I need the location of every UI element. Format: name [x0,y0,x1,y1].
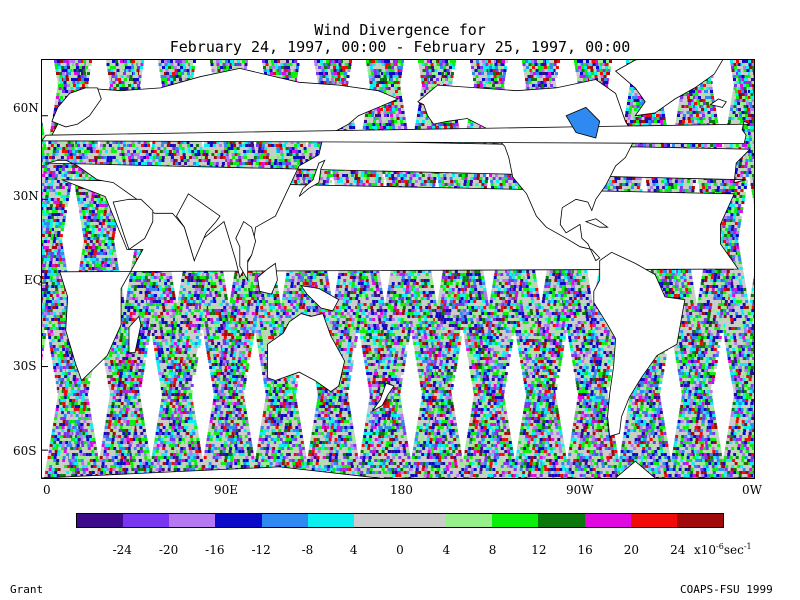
color-scale-tick-label: -24 [102,543,142,557]
land-caribbean-cuba [584,218,609,228]
world-map [42,60,754,478]
units-exponent-1: -6 [716,542,724,551]
land-indonesia-borneo [257,262,278,295]
color-scale-tick-label: 20 [611,543,651,557]
units-mid: sec [724,543,744,557]
color-swatch-9 [492,514,539,527]
lon-label-180: 180 [390,483,413,497]
units-label: x10-6sec-1 [694,539,752,558]
lat-label-30n: 30N [13,189,39,203]
color-scale-tick-label: 24 [658,543,698,557]
land-antarctica [42,460,754,478]
lon-label-0w: 0W [742,483,762,497]
institution-credit: COAPS-FSU 1999 [680,583,773,596]
color-scale-tick-label: 4 [334,543,374,557]
author-credit: Grant [10,583,43,596]
lon-label-90e: 90E [214,483,238,497]
land-australia [267,313,346,393]
land-masses [42,60,754,478]
color-swatch-13 [676,514,723,527]
land-uk [42,120,751,145]
land-new-zealand [371,382,395,412]
land-arabia [112,198,154,251]
color-scale-tick-label: -8 [287,543,327,557]
color-swatch-12 [630,514,677,527]
color-swatch-3 [215,514,262,527]
color-swatch-4 [261,514,308,527]
color-swatch-2 [169,514,216,527]
lat-label-60n: 60N [13,101,39,115]
land-india [176,193,221,262]
color-scale-tick-label: -20 [149,543,189,557]
land-new-guinea [300,285,340,312]
color-swatch-10 [538,514,585,527]
color-swatch-11 [584,514,631,527]
map-subtitle: February 24, 1997, 00:00 - February 25, … [0,38,800,56]
color-scale-tick-label: 4 [426,543,466,557]
land-scandinavia [51,87,102,128]
color-scale-tick-label: -16 [195,543,235,557]
land-greenland [614,60,724,117]
color-swatch-1 [123,514,170,527]
color-scale-tick-label: 0 [380,543,420,557]
color-swatch-5 [307,514,354,527]
land-south-america [593,251,686,437]
map-panel [41,59,755,479]
land-japan [298,159,326,197]
color-scale-tick-label: -12 [241,543,281,557]
color-scale-tick-label: 16 [565,543,605,557]
land-europe-asia [47,67,751,279]
lat-label-30s: 30S [13,359,37,373]
color-swatch-6 [353,514,400,527]
lat-label-60s: 60S [13,444,37,458]
color-scale-tick-label: 12 [519,543,559,557]
land-se-asia [235,220,257,282]
color-swatch-0 [77,514,124,527]
land-iceland [709,98,727,108]
color-scale-tick-label: 8 [473,543,513,557]
units-exponent-2: -1 [744,542,752,551]
color-swatch-8 [446,514,493,527]
color-swatch-7 [399,514,447,527]
land-hudson-bay-cutout [565,106,601,139]
units-prefix: x10 [694,543,716,557]
color-scale-bar [76,513,724,528]
lat-label-eq: EQ [24,273,43,287]
lon-label-90w: 90W [566,483,594,497]
land-madagascar [128,315,142,354]
lon-label-0: 0 [43,483,51,497]
map-title: Wind Divergence for [0,21,800,39]
